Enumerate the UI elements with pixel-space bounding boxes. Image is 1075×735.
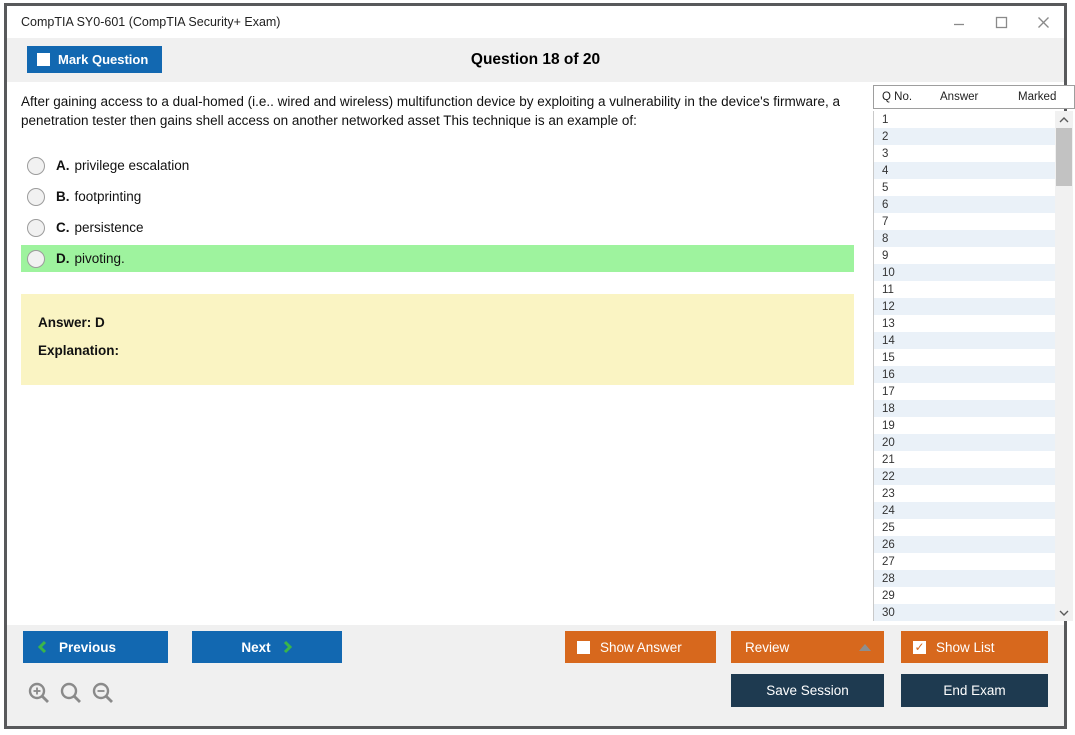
radio-button[interactable] — [27, 218, 45, 237]
question-counter: Question 18 of 20 — [470, 51, 601, 68]
zoom-in-icon[interactable] — [27, 681, 52, 711]
question-list-row[interactable]: 14 — [874, 332, 1055, 349]
answer-box: Answer: D Explanation: — [21, 294, 854, 385]
question-list-row[interactable]: 5 — [882, 181, 889, 194]
question-list-row[interactable]: 6 — [874, 196, 1055, 213]
option-label: A. privilege escalation — [56, 158, 190, 173]
window-controls — [938, 6, 1064, 38]
question-list-row[interactable]: 27 — [882, 555, 895, 568]
question-list-row[interactable]: 4 — [874, 162, 1055, 179]
chevron-left-icon — [37, 640, 47, 654]
answer-option-a[interactable]: A. privilege escalation — [21, 152, 854, 179]
show-list-checkbox[interactable] — [913, 640, 926, 654]
question-list-row[interactable]: 20 — [874, 434, 1055, 451]
radio-button[interactable] — [27, 187, 45, 206]
question-list-row[interactable]: 23 — [882, 487, 895, 500]
previous-button[interactable]: Previous — [23, 631, 168, 663]
footer: Previous Next Show Answer Review Show Li… — [7, 625, 1064, 726]
close-button[interactable] — [1022, 6, 1064, 38]
minimize-icon — [954, 23, 964, 26]
maximize-icon — [995, 16, 1007, 28]
zoom-reset-icon[interactable] — [59, 681, 84, 711]
column-marked: Marked — [1018, 91, 1057, 103]
previous-label: Previous — [59, 639, 117, 655]
question-list-panel: Q No. Answer Marked 1 2 3 4 5 6 7 8 9 10 11 12 13 14 1… — [873, 82, 1075, 625]
end-exam-label: End Exam — [943, 683, 1006, 698]
question-list-row[interactable]: 25 — [882, 521, 895, 534]
show-list-label: Show List — [936, 639, 995, 655]
next-button[interactable]: Next — [192, 631, 342, 663]
save-session-button[interactable]: Save Session — [731, 674, 884, 707]
minimize-button[interactable] — [938, 6, 980, 38]
question-list-rows: 1 2 3 4 5 6 7 8 9 10 11 12 13 14 15 16 17 18 19 20 21 22 23 24 2… — [873, 111, 1055, 621]
scrollbar-thumb[interactable] — [1056, 128, 1072, 186]
question-list-row[interactable]: 24 — [874, 502, 1055, 519]
question-list-row[interactable]: 30 — [874, 604, 1055, 621]
question-list-row[interactable]: 11 — [882, 283, 894, 296]
title-bar: CompTIA SY0-601 (CompTIA Security+ Exam) — [7, 6, 1064, 38]
question-list-row[interactable]: 28 — [874, 570, 1055, 587]
zoom-controls — [27, 681, 116, 711]
question-list-row[interactable]: 19 — [882, 419, 895, 432]
question-list-row[interactable]: 17 — [882, 385, 895, 398]
next-label: Next — [241, 639, 271, 655]
mark-question-label: Mark Question — [58, 52, 149, 67]
answer-option-b[interactable]: B. footprinting — [21, 183, 854, 210]
question-list-row[interactable]: 16 — [874, 366, 1055, 383]
toolbar: Mark Question Question 18 of 20 — [7, 38, 1064, 82]
zoom-out-icon[interactable] — [91, 681, 116, 711]
question-list-row[interactable]: 1 — [882, 113, 889, 126]
explanation-label: Explanation: — [38, 343, 120, 358]
mark-question-checkbox[interactable] — [37, 53, 50, 66]
question-list-header: Q No. Answer Marked — [873, 85, 1075, 109]
close-icon — [1037, 16, 1049, 28]
app-window: CompTIA SY0-601 (CompTIA Security+ Exam)… — [4, 3, 1075, 729]
question-list-row[interactable]: 29 — [882, 589, 895, 602]
mark-question-button[interactable]: Mark Question — [27, 46, 163, 73]
radio-button[interactable] — [27, 249, 45, 268]
radio-button[interactable] — [27, 156, 45, 175]
question-list-row[interactable]: 9 — [882, 249, 889, 262]
option-label: D. pivoting. — [56, 251, 125, 266]
question-list-row[interactable]: 26 — [874, 536, 1055, 553]
question-list-row[interactable]: 13 — [882, 317, 895, 330]
question-list-row[interactable]: 15 — [882, 351, 895, 364]
scrollbar-track[interactable] — [1055, 186, 1073, 604]
question-list-row[interactable]: 22 — [874, 468, 1055, 485]
question-list-row[interactable]: 12 — [874, 298, 1055, 315]
question-area: After gaining access to a dual-homed (i.… — [7, 82, 873, 625]
question-list-row[interactable]: 7 — [882, 215, 889, 228]
option-label: B. footprinting — [56, 189, 142, 204]
scroll-down-arrow[interactable] — [1055, 604, 1073, 621]
show-answer-checkbox[interactable] — [577, 640, 590, 654]
options-list: A. privilege escalation B. footprinting C. pe… — [21, 152, 859, 272]
answer-label: Answer: D — [38, 315, 105, 330]
show-answer-button[interactable]: Show Answer — [565, 631, 716, 663]
column-answer: Answer — [940, 91, 979, 103]
scroll-up-arrow[interactable] — [1055, 111, 1073, 128]
scrollbar[interactable] — [1055, 111, 1073, 621]
maximize-button[interactable] — [980, 6, 1022, 38]
question-list-row[interactable]: 21 — [882, 453, 895, 466]
question-list-row[interactable]: 10 — [874, 264, 1055, 281]
question-list-row[interactable]: 3 — [882, 147, 889, 160]
question-text: After gaining access to a dual-homed (i.… — [21, 94, 840, 128]
end-exam-button[interactable]: End Exam — [901, 674, 1048, 707]
answer-option-d[interactable]: D. pivoting. — [21, 245, 854, 272]
review-label: Review — [745, 639, 790, 655]
question-list-row[interactable]: 2 — [874, 128, 1055, 145]
option-label: C. persistence — [56, 220, 144, 235]
show-list-button[interactable]: Show List — [901, 631, 1048, 663]
answer-option-c[interactable]: C. persistence — [21, 214, 854, 241]
review-button[interactable]: Review — [731, 631, 884, 663]
question-list-row[interactable]: 8 — [874, 230, 1055, 247]
question-list-row[interactable]: 18 — [874, 400, 1055, 417]
save-session-label: Save Session — [766, 683, 849, 698]
show-answer-label: Show Answer — [600, 639, 682, 655]
window-title: CompTIA SY0-601 (CompTIA Security+ Exam) — [21, 15, 281, 29]
dropdown-up-icon — [859, 644, 871, 651]
column-qno: Q No. — [882, 91, 913, 103]
chevron-right-icon — [283, 640, 292, 654]
